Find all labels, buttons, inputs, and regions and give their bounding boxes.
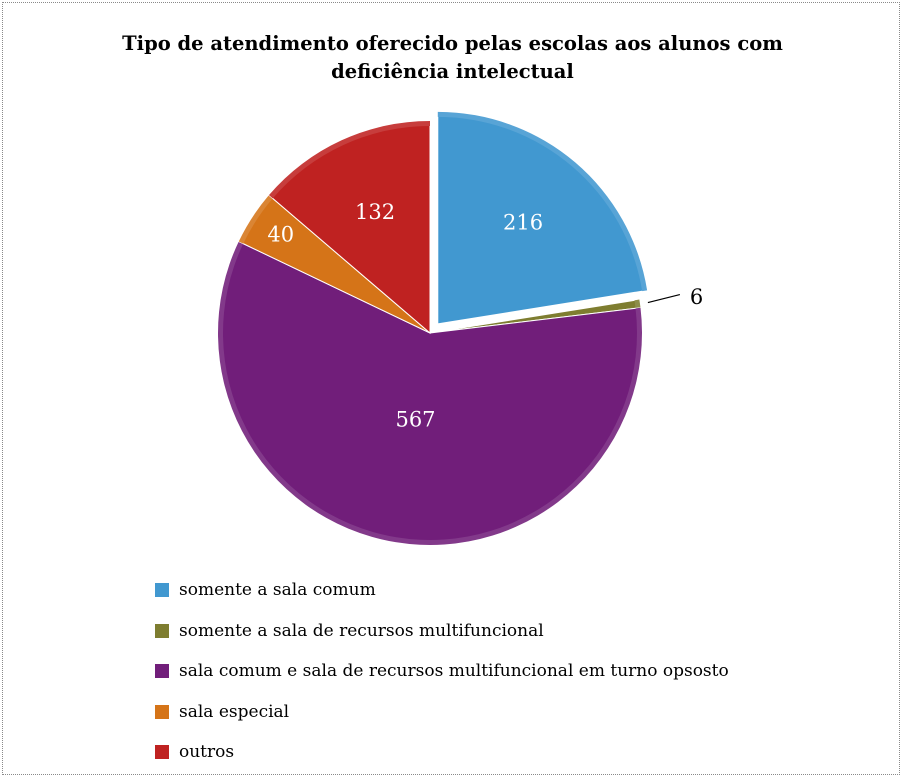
legend-swatch: [155, 623, 169, 638]
legend-label: somente a sala de recursos multifunciona…: [179, 620, 544, 641]
legend-item-sala-recursos: somente a sala de recursos multifunciona…: [155, 611, 729, 652]
legend-swatch: [155, 745, 169, 760]
pie-data-label: 567: [395, 407, 435, 431]
pie-slice-rim: [238, 195, 273, 244]
pie-data-label: 40: [267, 222, 294, 246]
legend-item-sala-especial: sala especial: [155, 692, 729, 733]
pie-slice-rim: [437, 111, 648, 292]
legend-item-sala-comum: somente a sala comum: [155, 570, 729, 611]
legend-label: outros: [179, 742, 235, 763]
legend-label: sala comum e sala de recursos multifunci…: [179, 661, 729, 682]
pie-slice-rim: [634, 299, 641, 309]
legend-swatch: [155, 583, 169, 598]
leader-line: [647, 293, 681, 304]
legend-swatch: [155, 664, 169, 679]
legend-label: sala especial: [179, 701, 290, 722]
pie-data-label: 6: [690, 285, 703, 309]
pie-data-label: 216: [503, 210, 543, 234]
pie-data-label: 132: [355, 200, 395, 224]
chart-title: Tipo de atendimento oferecido pelas esco…: [0, 30, 905, 86]
legend-item-outros: outros: [155, 732, 729, 773]
chart-title-line-1: Tipo de atendimento oferecido pelas esco…: [122, 32, 783, 55]
legend-label: somente a sala comum: [179, 580, 376, 601]
chart-title-line-2: deficiência intelectual: [331, 60, 574, 83]
legend-swatch: [155, 704, 169, 719]
legend-item-sala-comum-e-recursos: sala comum e sala de recursos multifunci…: [155, 651, 729, 692]
chart-legend: somente a sala comum somente a sala de r…: [155, 570, 729, 773]
